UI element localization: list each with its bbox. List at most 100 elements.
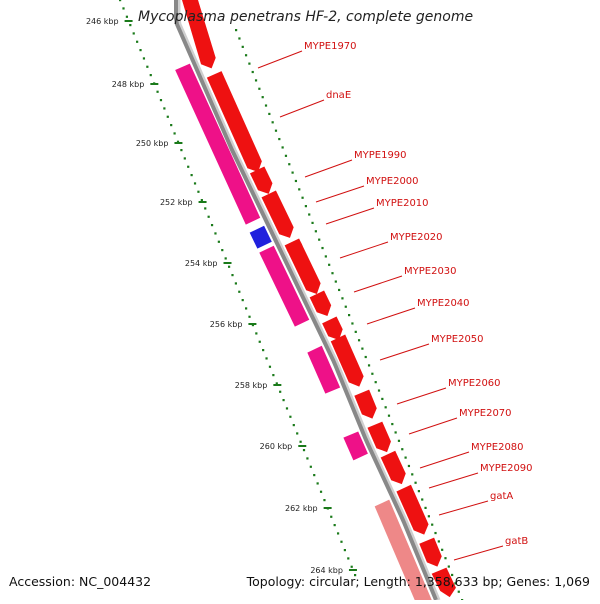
reverse-gene-2 <box>249 225 272 249</box>
gene-leader-line <box>408 417 458 435</box>
scale-ring-inner-dot <box>309 465 312 468</box>
scale-ring-inner-dot <box>268 365 272 368</box>
scale-ring-inner-dot <box>306 457 309 460</box>
scale-tick-label: 258 kbp <box>235 381 268 390</box>
reverse-gene-1 <box>175 63 261 225</box>
scale-ring-inner-dot <box>234 282 237 285</box>
scale-ring-outer-dot <box>391 422 394 426</box>
scale-ring-inner-dot <box>207 215 210 218</box>
forward-gene-9 <box>330 334 364 387</box>
scale-ring-outer-dot <box>381 397 384 401</box>
scale-ring-outer-dot <box>351 322 354 325</box>
scale-ring-outer-dot <box>441 548 444 551</box>
scale-ring-outer-dot <box>394 431 397 434</box>
forward-gene-10 <box>354 389 377 419</box>
scale-ring-outer-dot <box>451 573 454 577</box>
gene-leader-line <box>325 207 375 225</box>
scale-tick-label: 250 kbp <box>136 139 169 148</box>
scale-ring-outer-dot <box>457 590 460 593</box>
genome-title: Mycoplasma penetrans HF-2, complete geno… <box>138 9 474 25</box>
scale-ring-inner-dot <box>336 532 340 535</box>
scale-ring-outer-dot <box>411 473 414 476</box>
scale-ring-outer-dot <box>244 54 248 57</box>
gene-leader-line <box>315 185 365 203</box>
scale-ring-inner-dot <box>149 74 152 77</box>
scale-tick-label: 252 kbp <box>160 198 193 207</box>
scale-ring-outer-dot <box>361 347 364 350</box>
scale-ring-inner-dot <box>323 499 326 502</box>
scale-ring-outer-dot <box>324 255 327 258</box>
forward-gene-12 <box>380 450 406 485</box>
forward-gene-13 <box>396 484 429 535</box>
scale-ring-inner-dot <box>289 415 292 418</box>
scale-ring-inner-dot <box>136 40 139 43</box>
scale-ring-outer-dot <box>235 29 238 32</box>
scale-ring-inner-dot <box>221 249 224 252</box>
scale-ring-outer-dot <box>424 506 427 509</box>
scale-ring-outer-dot <box>258 87 261 90</box>
scale-ring-inner-dot <box>156 90 159 93</box>
forward-gene-2 <box>206 71 262 172</box>
scale-ring-outer-dot <box>331 272 334 275</box>
forward-gene-4 <box>261 190 294 238</box>
scale-ring-inner-dot <box>142 57 146 60</box>
scale-ring-inner-dot <box>193 182 197 185</box>
gene-label: MYPE2020 <box>390 232 443 243</box>
scale-ring-outer-dot <box>401 448 404 451</box>
scale-ring-outer-dot <box>254 79 258 82</box>
scale-ring-outer-dot <box>298 188 301 191</box>
gene-label: MYPE1990 <box>354 150 407 161</box>
scale-ring-inner-dot <box>255 332 258 335</box>
scale-ring-outer-dot <box>238 37 241 40</box>
gene-leader-line <box>257 50 303 69</box>
scale-ring-inner-dot <box>279 390 282 393</box>
scale-ring-outer-dot <box>334 280 337 283</box>
scale-ring-inner-dot <box>231 274 234 277</box>
scale-ring-inner-dot <box>214 232 217 235</box>
reverse-gene-4 <box>307 345 341 394</box>
scale-ring-outer-dot <box>414 481 417 484</box>
gene-leader-line <box>438 500 489 516</box>
scale-ring-inner-dot <box>197 190 200 193</box>
scale-ring-outer-dot <box>357 339 361 342</box>
genome-summary-text: Topology: circular; Length: 1,358,633 bp… <box>246 574 590 589</box>
scale-ring-inner-dot <box>316 482 319 485</box>
scale-ring-inner-dot <box>258 340 261 343</box>
backbone-line <box>174 0 438 601</box>
gene-leader-line <box>279 99 325 118</box>
reverse-gene-6 <box>374 499 433 604</box>
scale-ring-inner-dot <box>224 257 227 260</box>
scale-tick-label: 254 kbp <box>185 259 218 268</box>
scale-ring-inner-dot <box>159 99 163 102</box>
scale-ring-outer-dot <box>328 263 331 266</box>
scale-ring-inner-dot <box>292 424 295 427</box>
gene-leader-line <box>304 159 353 178</box>
gene-label: MYPE2070 <box>459 408 512 419</box>
scale-ring-outer-dot <box>241 45 244 48</box>
scale-ring-inner-dot <box>347 557 350 560</box>
scale-ring-outer-dot <box>421 498 424 501</box>
scale-ring-outer-dot <box>348 314 351 317</box>
gene-leader-line <box>396 387 447 405</box>
gene-label: dnaE <box>326 90 351 101</box>
forward-gene-14 <box>419 537 442 567</box>
scale-ring-inner-dot <box>176 140 180 143</box>
scale-ring-outer-dot <box>311 221 314 224</box>
gene-leader-line <box>366 307 416 325</box>
scale-ring-inner-dot <box>129 24 132 27</box>
forward-gene-7 <box>309 290 332 316</box>
scale-ring-outer-dot <box>407 464 411 468</box>
scale-ring-outer-dot <box>274 129 278 132</box>
scale-ring-inner-dot <box>119 0 122 2</box>
reverse-gene-3 <box>259 245 310 327</box>
scale-ring-inner-dot <box>227 265 231 268</box>
backbone-shadow <box>177 0 441 601</box>
gene-leader-line <box>453 545 504 561</box>
scale-ring-outer-dot <box>344 305 347 308</box>
gene-label: MYPE2050 <box>431 334 484 345</box>
scale-ring-outer-dot <box>371 372 374 375</box>
forward-gene-15 <box>431 567 456 598</box>
scale-ring-outer-dot <box>248 62 251 65</box>
scale-ring-outer-dot <box>288 163 291 166</box>
